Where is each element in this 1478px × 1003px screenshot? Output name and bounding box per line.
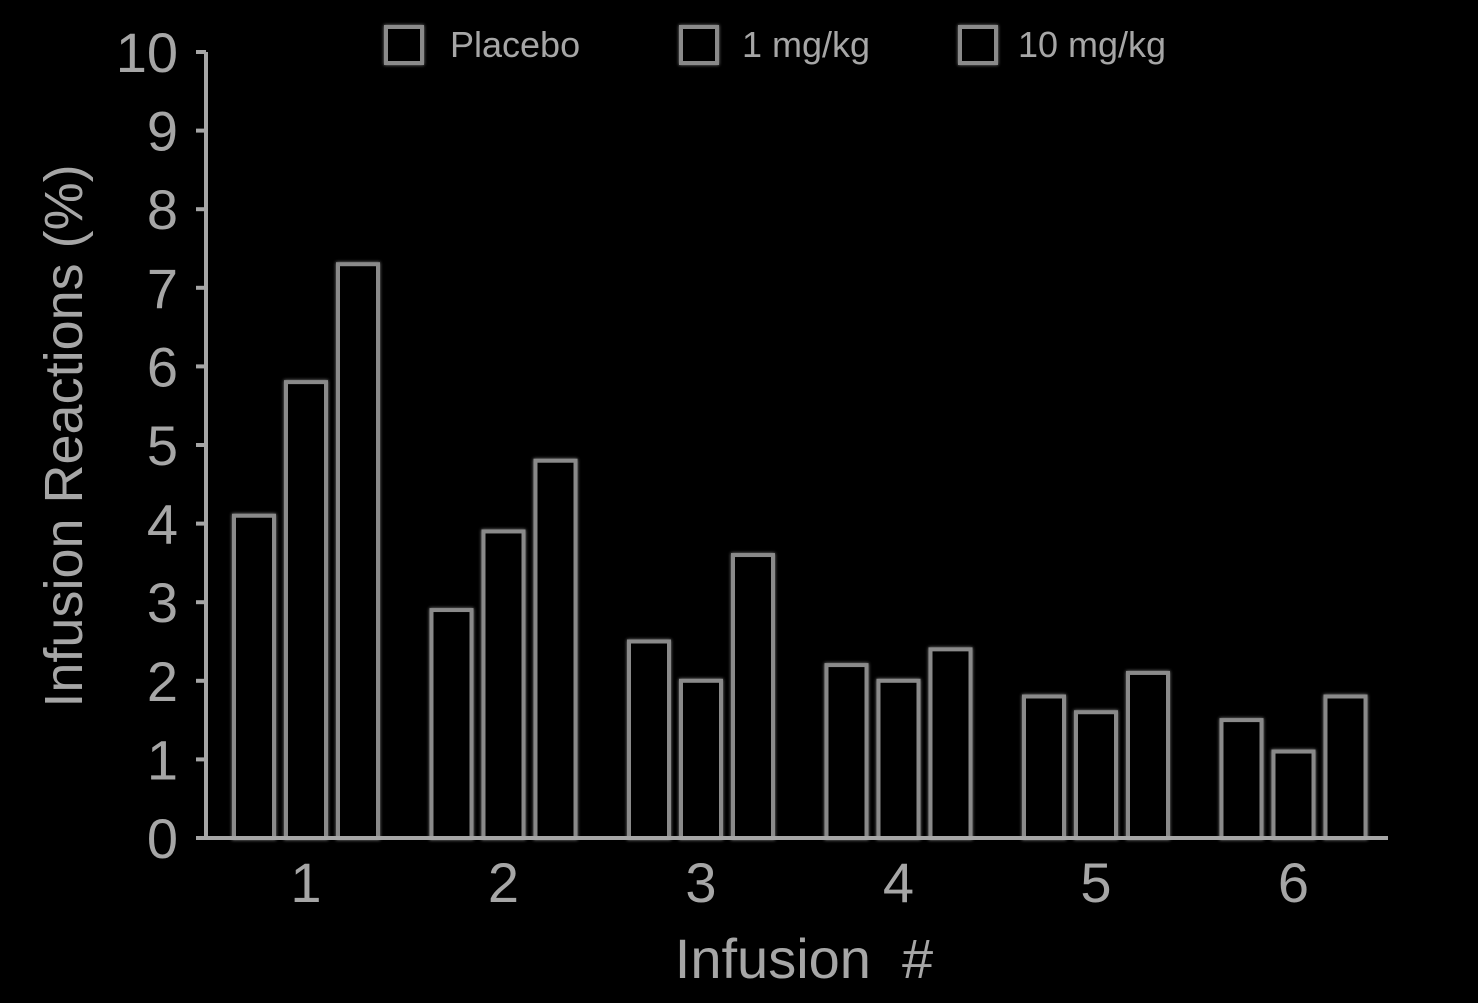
bar-1-mg-kg-4 <box>876 678 921 840</box>
bar-10-mg-kg-3 <box>731 553 775 840</box>
y-tick-label: 5 <box>147 414 178 477</box>
x-tick-label: 1 <box>290 851 321 914</box>
bar-placebo-6 <box>1219 718 1264 840</box>
axes-group: 0 1 2 3 4 5 6 7 8 9 10 1 2 3 4 5 6 <box>116 21 1388 914</box>
legend-swatch <box>384 25 424 65</box>
bar-10-mg-kg-5 <box>1126 670 1170 840</box>
bar-10-mg-kg-1 <box>336 262 380 841</box>
legend: Placebo 1 mg/kg 10 mg/kg <box>384 24 1166 65</box>
x-axis-label: Infusion # <box>675 927 933 990</box>
y-axis-label: Infusion Reactions (%) <box>34 164 94 707</box>
bar-placebo-4 <box>824 663 869 841</box>
bar-placebo-3 <box>627 639 671 840</box>
y-tick-label: 6 <box>147 335 178 398</box>
legend-swatch <box>958 25 998 65</box>
bar-placebo-2 <box>429 608 474 840</box>
bar-10-mg-kg-4 <box>928 647 973 840</box>
x-tick-label: 5 <box>1080 851 1111 914</box>
x-tick-label: 4 <box>883 851 914 914</box>
bar-1-mg-kg-3 <box>679 678 723 840</box>
y-tick-label: 1 <box>147 728 178 791</box>
y-tick-label: 3 <box>147 571 178 634</box>
legend-label: 1 mg/kg <box>742 24 870 65</box>
legend-label: 10 mg/kg <box>1018 24 1166 65</box>
y-tick-label: 0 <box>147 807 178 870</box>
bar-1-mg-kg-1 <box>284 380 328 840</box>
y-tick-label: 10 <box>116 21 178 84</box>
y-tick-label: 8 <box>147 178 178 241</box>
bar-placebo-5 <box>1022 694 1066 841</box>
x-tick-label: 3 <box>685 851 716 914</box>
x-tick-label: 2 <box>488 851 519 914</box>
y-tick-label: 4 <box>147 493 178 556</box>
y-tick-label: 2 <box>147 650 178 713</box>
legend-swatch <box>679 25 719 65</box>
bar-10-mg-kg-6 <box>1323 694 1368 841</box>
bar-10-mg-kg-2 <box>533 458 578 840</box>
bar-placebo-1 <box>232 513 276 840</box>
bar-1-mg-kg-2 <box>481 529 526 841</box>
legend-label: Placebo <box>450 24 580 65</box>
x-tick-label: 6 <box>1278 851 1309 914</box>
bar-1-mg-kg-5 <box>1074 710 1118 840</box>
y-tick-label: 9 <box>147 100 178 163</box>
bar-1-mg-kg-6 <box>1271 749 1316 840</box>
y-tick-label: 7 <box>147 257 178 320</box>
bars-group <box>232 262 1368 841</box>
